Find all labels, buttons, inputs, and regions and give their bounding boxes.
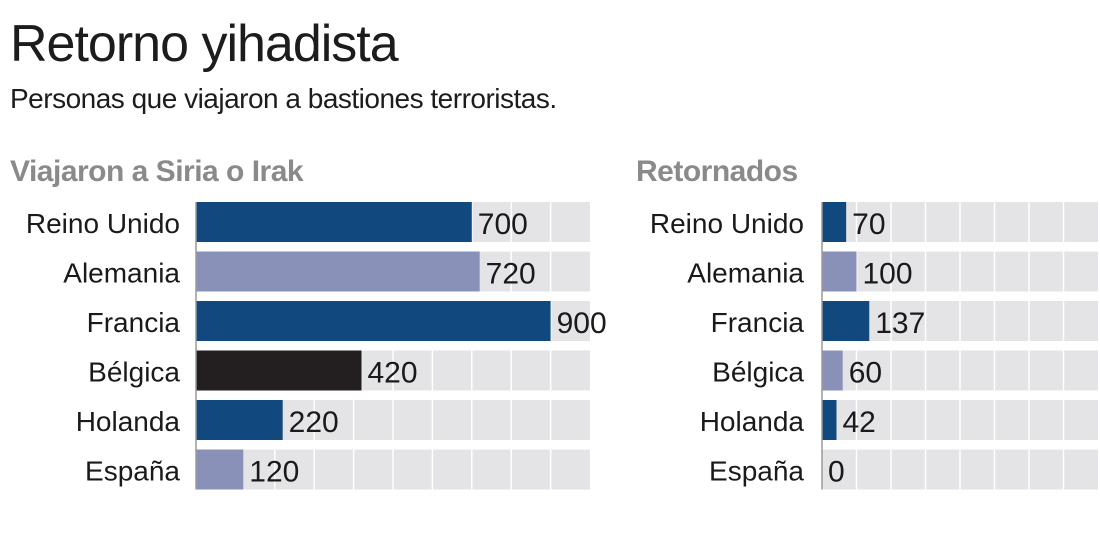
bar-francia — [822, 301, 870, 341]
value-label: 60 — [849, 357, 882, 390]
category-label: Holanda — [700, 406, 805, 437]
category-label: España — [709, 456, 804, 487]
category-label: Bélgica — [712, 357, 804, 388]
value-label: 100 — [863, 258, 913, 291]
value-label: 0 — [828, 456, 845, 489]
chart-subtitle: Personas que viajaron a bastiones terror… — [10, 83, 557, 114]
category-label: Reino Unido — [650, 208, 804, 239]
value-label: 137 — [875, 307, 925, 340]
value-label: 700 — [478, 208, 528, 241]
bar-alemania — [822, 251, 857, 292]
bar-holanda — [196, 400, 283, 440]
bar-reino-unido — [822, 202, 847, 242]
category-label: Alemania — [687, 258, 804, 289]
category-label: Francia — [711, 307, 805, 338]
bar-holanda — [822, 400, 837, 440]
value-label: 900 — [557, 307, 607, 340]
bar-b-lgica — [196, 350, 362, 391]
panel-title-returned: Retornados — [636, 155, 798, 188]
category-label: Alemania — [63, 258, 180, 289]
value-label: 42 — [842, 406, 875, 439]
category-label: Francia — [87, 307, 181, 338]
bar-reino-unido — [196, 202, 472, 242]
value-label: 420 — [367, 357, 417, 390]
bar-b-lgica — [822, 350, 843, 391]
value-label: 70 — [852, 208, 885, 241]
chart-title: Retorno yihadista — [10, 15, 399, 73]
bar-espa-a — [196, 449, 244, 490]
category-label: Reino Unido — [26, 208, 180, 239]
category-label: Holanda — [76, 406, 181, 437]
bar-francia — [196, 301, 551, 341]
category-label: Bélgica — [88, 357, 180, 388]
category-label: España — [85, 456, 180, 487]
value-label: 720 — [486, 258, 536, 291]
panel-title-travelled: Viajaron a Siria o Irak — [10, 155, 304, 188]
value-label: 120 — [249, 456, 299, 489]
bar-alemania — [196, 251, 480, 292]
value-label: 220 — [289, 406, 339, 439]
